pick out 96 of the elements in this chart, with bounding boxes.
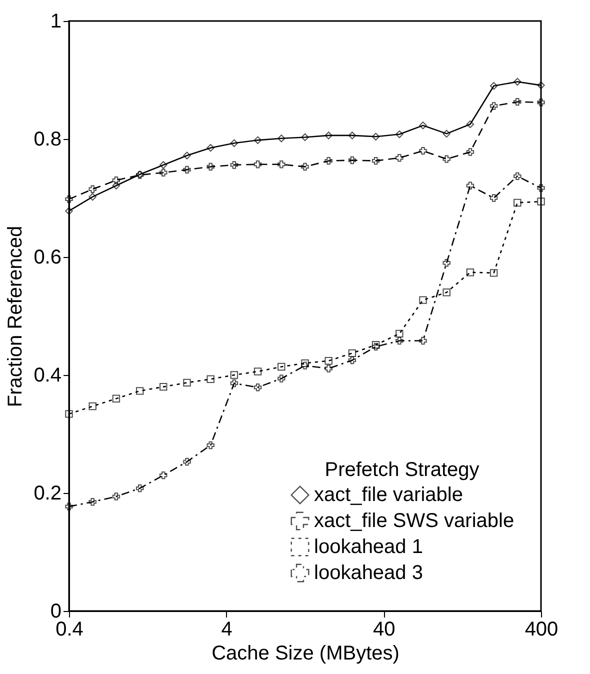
- point: [206, 441, 214, 450]
- point: [490, 102, 498, 110]
- x-tick-label: 400: [524, 618, 558, 640]
- point: [88, 192, 96, 201]
- point: [466, 268, 474, 276]
- point: [88, 185, 96, 194]
- point: [112, 176, 120, 184]
- legend-label: lookahead 1: [314, 536, 423, 558]
- point: [160, 382, 168, 391]
- point: [372, 156, 380, 165]
- point: [160, 168, 168, 176]
- point: [466, 148, 474, 156]
- point: [65, 195, 73, 204]
- point: [490, 82, 498, 90]
- point: [490, 194, 498, 202]
- legend-title: Prefetch Strategy: [324, 459, 480, 481]
- point: [372, 341, 380, 349]
- point: [88, 402, 96, 410]
- point: [254, 368, 262, 376]
- point: [324, 156, 332, 165]
- x-tick-label: 4: [221, 618, 232, 640]
- point: [278, 160, 286, 168]
- point: [514, 98, 522, 106]
- point: [396, 154, 404, 162]
- point: [442, 130, 450, 138]
- point: [230, 371, 238, 379]
- point: [396, 330, 404, 338]
- point: [206, 162, 214, 171]
- point: [88, 498, 96, 506]
- y-tick-label: 0: [50, 600, 62, 622]
- point: [419, 122, 427, 130]
- point: [419, 146, 427, 155]
- point: [183, 166, 191, 174]
- point: [490, 269, 498, 277]
- point: [419, 296, 427, 304]
- point: [419, 336, 427, 345]
- point: [514, 172, 522, 180]
- point: [160, 161, 168, 169]
- point: [278, 134, 286, 142]
- point: [537, 184, 545, 192]
- point: [442, 288, 450, 296]
- point: [537, 98, 545, 106]
- point: [348, 156, 356, 164]
- point: [348, 132, 356, 140]
- point: [396, 336, 404, 345]
- legend-label: xact_file SWS variable: [314, 510, 514, 532]
- point: [254, 384, 262, 392]
- y-tick-label: 0.4: [34, 364, 62, 386]
- y-tick-label: 0.2: [34, 482, 62, 504]
- point: [230, 139, 238, 147]
- point: [301, 133, 309, 142]
- point: [183, 378, 191, 387]
- point: [514, 198, 522, 207]
- point: [442, 155, 450, 163]
- point: [324, 132, 332, 140]
- point: [278, 362, 286, 371]
- point: [254, 160, 262, 168]
- point: [65, 502, 73, 510]
- point: [348, 349, 356, 358]
- point: [466, 120, 474, 128]
- point: [183, 152, 191, 160]
- point: [278, 374, 286, 382]
- point: [183, 458, 191, 466]
- point: [112, 394, 120, 402]
- x-axis-title: Cache Size (MBytes): [212, 642, 400, 664]
- point: [514, 78, 522, 86]
- point: [301, 162, 309, 171]
- y-tick-label: 0.6: [34, 246, 62, 268]
- legend-label: xact_file variable: [314, 484, 463, 506]
- point: [301, 359, 309, 368]
- point: [372, 132, 380, 140]
- point: [301, 362, 309, 370]
- point: [230, 379, 238, 388]
- point: [324, 356, 332, 365]
- point: [466, 182, 474, 190]
- point: [537, 198, 545, 206]
- point: [442, 259, 450, 267]
- x-tick-label: 40: [373, 618, 396, 640]
- point: [396, 130, 404, 138]
- point: [324, 364, 332, 372]
- point: [136, 387, 144, 395]
- point: [160, 471, 168, 480]
- point: [230, 161, 238, 169]
- y-axis-title: Fraction Referenced: [4, 226, 27, 408]
- point: [65, 410, 73, 418]
- y-tick-label: 0.8: [34, 128, 62, 150]
- point: [112, 182, 120, 190]
- point: [112, 492, 120, 500]
- point: [254, 136, 262, 144]
- point: [206, 375, 214, 383]
- legend-label: lookahead 3: [314, 562, 423, 584]
- point: [206, 144, 214, 152]
- point: [372, 342, 380, 351]
- y-tick-label: 1: [50, 10, 62, 32]
- point: [348, 356, 356, 364]
- point: [136, 484, 144, 492]
